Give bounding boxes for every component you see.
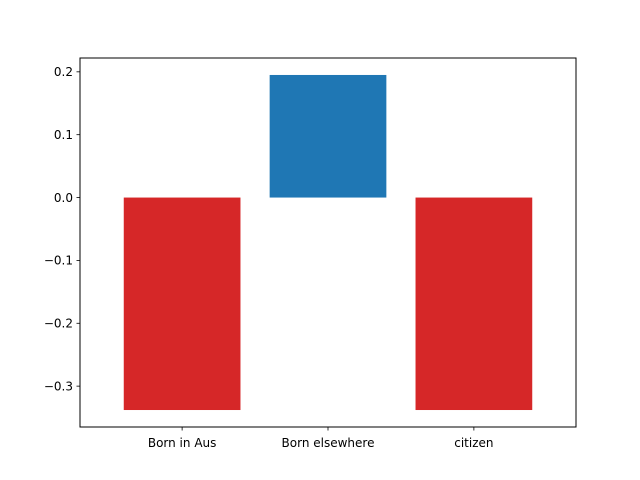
bar-born-in-aus [123,197,241,411]
y-axis: 0.2 0.1 0.0 −0.1 −0.2 −0.3 [44,65,80,393]
y-tick-label: −0.1 [44,254,73,268]
bars-group [123,74,533,411]
bar-born-elsewhere [269,74,387,198]
y-tick-label: 0.1 [54,128,73,142]
x-axis: Born in Aus Born elsewhere citizen [148,427,494,450]
x-tick-label: Born in Aus [148,436,217,450]
x-tick-label: citizen [454,436,493,450]
x-tick-label: Born elsewhere [282,436,375,450]
y-tick-label: −0.3 [44,379,73,393]
y-tick-label: −0.2 [44,317,73,331]
bar-citizen [415,197,533,411]
y-tick-label: 0.2 [54,65,73,79]
y-tick-label: 0.0 [54,191,73,205]
